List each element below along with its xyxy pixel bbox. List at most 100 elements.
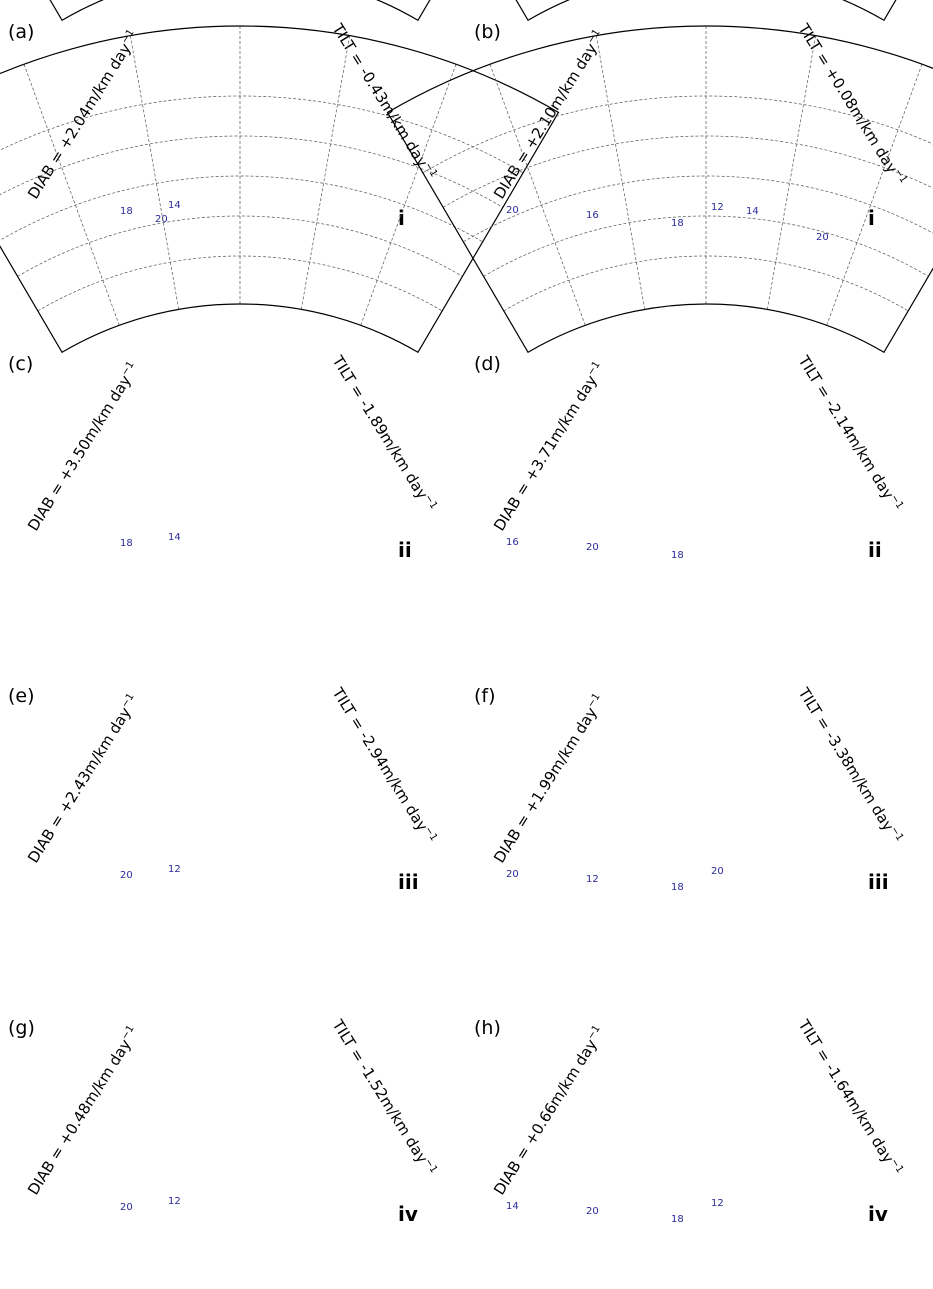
contour-label: 20 — [711, 866, 724, 877]
contour-label: 16 — [586, 210, 599, 221]
case-roman-numeral: iii — [868, 870, 889, 894]
contour-label: 14 — [506, 1201, 519, 1212]
contour-label: 20 — [586, 1206, 599, 1217]
contour-label: 20 — [120, 870, 133, 881]
raindrop-icon — [192, 1135, 197, 1145]
panel-label: (g) — [8, 1017, 35, 1039]
raindrop-icon — [182, 864, 187, 874]
raindrop-markers — [137, 852, 232, 890]
raindrop-icon — [597, 848, 602, 858]
precipitation-shading — [130, 1096, 270, 1206]
contour-label: 20 — [155, 214, 168, 225]
raindrop-icon — [833, 1115, 838, 1125]
precipitation-shading — [566, 1166, 896, 1226]
contour-label: 18 — [120, 538, 133, 549]
contour-label: 12 — [711, 202, 724, 213]
case-roman-numeral: ii — [868, 538, 882, 562]
raindrop-icon — [593, 858, 598, 868]
raindrop-markers — [182, 1130, 197, 1150]
raindrop-icon — [157, 542, 162, 552]
case-roman-numeral: i — [398, 206, 405, 230]
raindrop-markers — [202, 102, 254, 209]
raindrop-icon — [229, 180, 234, 190]
raindrop-icon — [225, 518, 230, 528]
raindrop-icon — [247, 182, 252, 192]
raindrop-icon — [229, 441, 234, 451]
contour-label: 18 — [671, 1214, 684, 1225]
diab-label: DIAB = +3.50m/km day−1 — [24, 359, 142, 534]
map-panel-b: 20 16 18 12 14 20 (b)DIAB = +2.10m/km day−1 TIL… — [474, 20, 909, 243]
raindrop-icon — [633, 206, 638, 216]
analysis-box — [581, 796, 706, 909]
contour-label: 16 — [506, 537, 519, 548]
raindrop-icon — [783, 773, 788, 783]
raindrop-icon — [177, 878, 182, 888]
analysis-box — [108, 776, 272, 909]
contour-label: 20 — [586, 542, 599, 553]
raindrop-markers — [573, 773, 828, 872]
raindrop-icon — [653, 544, 658, 554]
contour-label: 20 — [506, 869, 519, 880]
raindrop-markers — [533, 1110, 838, 1225]
raindrop-icon — [533, 1205, 538, 1215]
precipitation-shading — [566, 502, 896, 562]
tilt-label: TILT = -1.52m/km day−1 — [328, 1016, 439, 1179]
contour-label: 18 — [671, 218, 684, 229]
raindrop-icon — [648, 552, 653, 562]
analysis-box — [108, 1108, 272, 1241]
raindrop-icon — [187, 536, 192, 546]
land-mass — [20, 1036, 460, 1286]
diab-label: DIAB = +1.99m/km day−1 — [490, 691, 608, 866]
raindrop-icon — [798, 116, 803, 126]
raindrop-icon — [257, 494, 262, 504]
contour-label: 14 — [168, 200, 181, 211]
raindrop-markers — [633, 106, 828, 216]
diab-label: DIAB = +2.43m/km day−1 — [24, 691, 142, 866]
precipitation-shading — [130, 764, 270, 874]
raindrop-icon — [152, 870, 157, 880]
diab-label: DIAB = +0.48m/km day−1 — [24, 1023, 142, 1198]
analysis-box — [108, 444, 272, 577]
tilt-label: TILT = -2.14m/km day−1 — [794, 352, 905, 515]
contour-label: 18 — [671, 882, 684, 893]
raindrop-icon — [585, 844, 590, 854]
map-frame — [515, 0, 897, 22]
raindrop-icon — [683, 546, 688, 556]
contour-label: 18 — [671, 550, 684, 561]
raindrop-icon — [182, 551, 187, 561]
raindrop-icon — [137, 868, 142, 878]
analysis-box — [581, 464, 706, 577]
raindrop-icon — [162, 880, 167, 890]
contour-label: 12 — [711, 1198, 724, 1209]
raindrop-markers — [142, 441, 262, 561]
contour-label: 12 — [586, 874, 599, 885]
raindrop-icon — [142, 546, 147, 556]
raindrop-markers — [593, 441, 808, 562]
raindrop-icon — [603, 546, 608, 556]
contour-label: 12 — [168, 1196, 181, 1207]
raindrop-icon — [788, 444, 793, 454]
raindrop-icon — [543, 1208, 548, 1218]
raindrop-icon — [813, 782, 818, 792]
raindrop-icon — [605, 862, 610, 872]
case-roman-numeral: i — [868, 206, 875, 230]
raindrop-icon — [808, 122, 813, 132]
tilt-label: TILT = -3.38m/km day−1 — [794, 684, 905, 847]
raindrop-icon — [798, 776, 803, 786]
raindrop-icon — [773, 106, 778, 116]
raindrop-icon — [773, 441, 778, 451]
map-frame — [49, 0, 431, 22]
analysis-box — [108, 112, 272, 245]
raindrop-icon — [212, 524, 217, 534]
raindrop-icon — [823, 124, 828, 134]
tilt-label: TILT = -0.43m/km day−1 — [328, 20, 439, 183]
raindrop-icon — [698, 544, 703, 554]
contour-label: 14 — [168, 532, 181, 543]
panel-label: (h) — [474, 1017, 501, 1039]
panel-label: (d) — [474, 353, 501, 375]
raindrop-icon — [573, 838, 578, 848]
panel-label: (b) — [474, 21, 501, 43]
map-panel-g: 20 12 (g)DIAB = +0.48m/km day−1 TILT = -1.5… — [0, 25, 560, 1286]
raindrop-icon — [608, 538, 613, 548]
